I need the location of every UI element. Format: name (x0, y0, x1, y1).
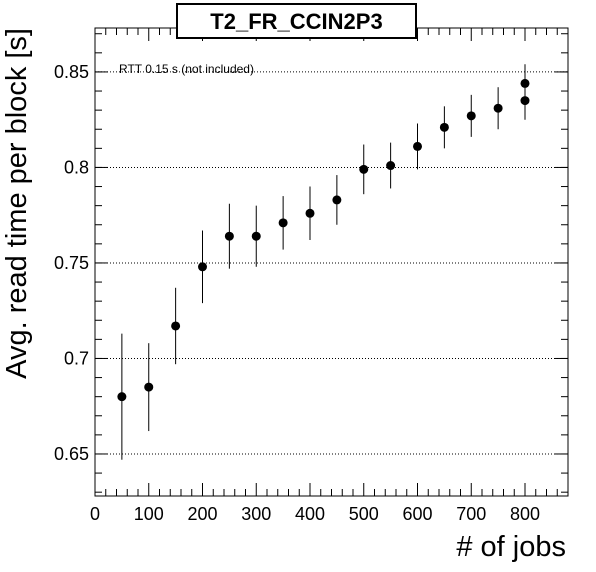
x-tick-label: 300 (241, 504, 271, 524)
data-point (198, 262, 207, 272)
x-tick-label: 100 (134, 504, 164, 524)
data-series (117, 64, 530, 460)
data-point (278, 218, 288, 228)
x-tick-label: 500 (349, 504, 379, 524)
data-point (332, 195, 342, 205)
x-tick-label: 800 (510, 504, 540, 524)
x-tick-label: 0 (90, 504, 100, 524)
rtt-annotation: RTT 0.15 s (not included) (119, 62, 254, 76)
data-point (117, 392, 127, 402)
y-tick-label: 0.8 (64, 157, 89, 177)
x-tick-label: 700 (456, 504, 486, 524)
data-point (305, 208, 315, 218)
y-tick-label: 0.65 (54, 444, 89, 464)
y-grid (95, 71, 568, 455)
title-box (176, 3, 417, 39)
data-point (520, 78, 530, 88)
data-point (171, 321, 181, 331)
data-point (224, 231, 234, 241)
data-point (386, 161, 396, 171)
data-point (359, 164, 369, 174)
y-tick-label: 0.75 (54, 253, 89, 273)
y-tick-label: 0.85 (54, 62, 89, 82)
tick-labels: 0.65 0.7 0.75 0.8 0.85 0 100 200 300 400 500 600 700… (54, 62, 540, 524)
y-tick-label: 0.7 (64, 348, 89, 368)
x-tick-label: 400 (295, 504, 325, 524)
data-point (251, 231, 261, 241)
x-tick-label: 600 (402, 504, 432, 524)
data-point (466, 111, 476, 121)
data-point (144, 382, 154, 392)
data-point (413, 141, 422, 151)
data-point (493, 103, 503, 113)
y-axis-title: Avg. read time per block [s] (1, 28, 33, 379)
data-point (439, 122, 449, 132)
chart-title: T2_FR_CCIN2P3 (210, 9, 382, 34)
x-tick-label: 200 (187, 504, 217, 524)
x-axis-title: # of jobs (456, 531, 566, 563)
